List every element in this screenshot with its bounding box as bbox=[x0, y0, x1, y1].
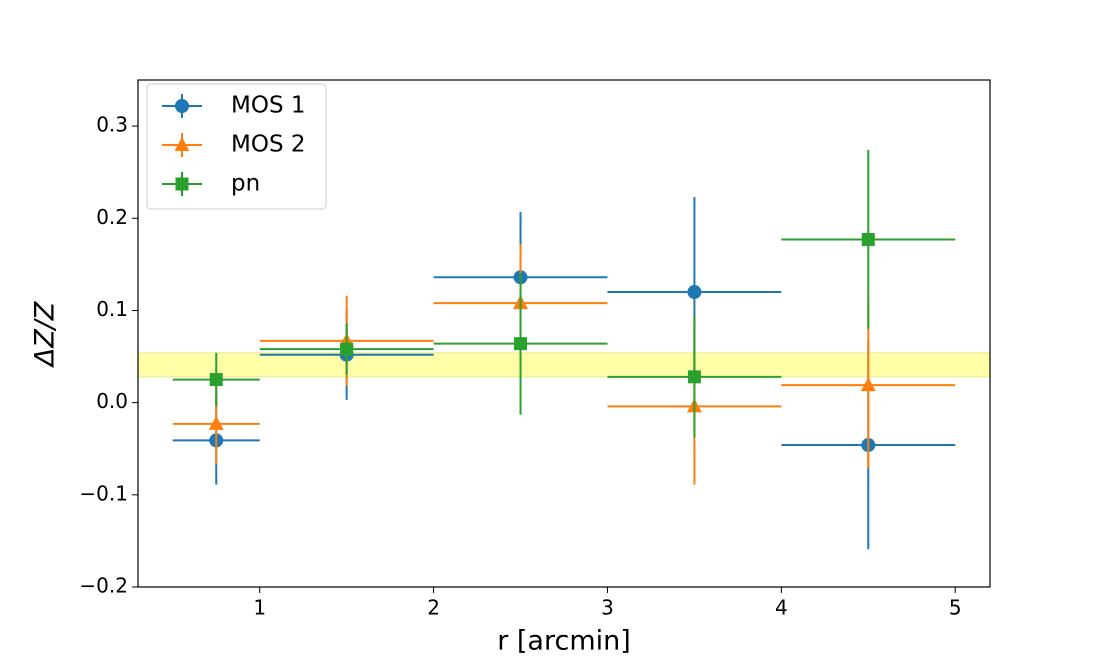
y-tick-label: 0.3 bbox=[96, 113, 128, 137]
x-tick-label: 5 bbox=[949, 596, 962, 620]
y-tick-label: 0.0 bbox=[96, 389, 128, 413]
data-point bbox=[209, 373, 223, 387]
legend-box bbox=[146, 83, 327, 210]
legend-label: pn bbox=[231, 171, 260, 197]
x-tick-label: 4 bbox=[775, 596, 788, 620]
plot-frame bbox=[137, 79, 991, 588]
data-point bbox=[340, 342, 354, 356]
data-point bbox=[860, 377, 876, 392]
y-tick-label: −0.2 bbox=[79, 574, 128, 598]
x-tick-label: 2 bbox=[427, 596, 440, 620]
legend-marker bbox=[174, 137, 190, 151]
x-tick-label: 3 bbox=[601, 596, 614, 620]
data-point bbox=[687, 285, 702, 300]
legend-label: MOS 2 bbox=[231, 132, 306, 158]
y-axis-label: ΔZ/Z bbox=[30, 301, 61, 368]
data-point bbox=[687, 370, 701, 384]
data-point bbox=[861, 232, 875, 246]
x-tick-label: 1 bbox=[253, 596, 266, 620]
data-point bbox=[514, 337, 528, 351]
y-tick-label: −0.1 bbox=[79, 481, 128, 505]
legend-label: MOS 1 bbox=[231, 93, 306, 119]
legend-marker bbox=[175, 99, 189, 113]
y-tick-label: 0.2 bbox=[96, 205, 128, 229]
data-point bbox=[208, 415, 224, 430]
legend-marker bbox=[175, 177, 189, 191]
reference-band bbox=[137, 352, 991, 378]
x-axis-label: r [arcmin] bbox=[497, 626, 631, 657]
y-tick-label: 0.1 bbox=[96, 297, 128, 321]
